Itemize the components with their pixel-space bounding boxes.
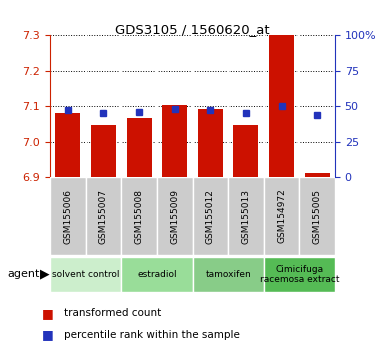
Text: tamoxifen: tamoxifen	[205, 270, 251, 279]
Bar	[157, 177, 192, 255]
Text: GSM155005: GSM155005	[313, 189, 321, 244]
Text: ■: ■	[42, 328, 54, 341]
Text: GSM155008: GSM155008	[135, 189, 144, 244]
Text: transformed count: transformed count	[64, 308, 161, 318]
Text: GSM155012: GSM155012	[206, 189, 215, 244]
Text: GSM155009: GSM155009	[170, 189, 179, 244]
Bar	[198, 109, 223, 177]
Text: ▶: ▶	[40, 268, 50, 281]
Bar	[264, 177, 300, 255]
Text: GSM155006: GSM155006	[64, 189, 72, 244]
Text: GDS3105 / 1560620_at: GDS3105 / 1560620_at	[115, 23, 270, 36]
Bar	[121, 177, 157, 255]
Bar	[50, 257, 121, 292]
Bar	[305, 173, 330, 177]
Bar	[192, 177, 228, 255]
Bar	[264, 257, 335, 292]
Bar	[269, 35, 294, 177]
Bar	[228, 177, 264, 255]
Text: solvent control: solvent control	[52, 270, 119, 279]
Bar	[192, 257, 264, 292]
Text: GSM155013: GSM155013	[241, 189, 250, 244]
Bar	[127, 118, 152, 177]
Bar	[85, 177, 121, 255]
Bar	[121, 257, 192, 292]
Text: ■: ■	[42, 307, 54, 320]
Bar	[300, 177, 335, 255]
Text: GSM154972: GSM154972	[277, 189, 286, 244]
Bar	[50, 177, 85, 255]
Bar	[91, 125, 116, 177]
Bar	[233, 125, 258, 177]
Bar	[55, 113, 80, 177]
Text: GSM155007: GSM155007	[99, 189, 108, 244]
Text: Cimicifuga
racemosa extract: Cimicifuga racemosa extract	[259, 265, 339, 284]
Text: agent: agent	[8, 269, 40, 279]
Text: percentile rank within the sample: percentile rank within the sample	[64, 330, 239, 339]
Bar	[162, 105, 187, 177]
Text: estradiol: estradiol	[137, 270, 177, 279]
